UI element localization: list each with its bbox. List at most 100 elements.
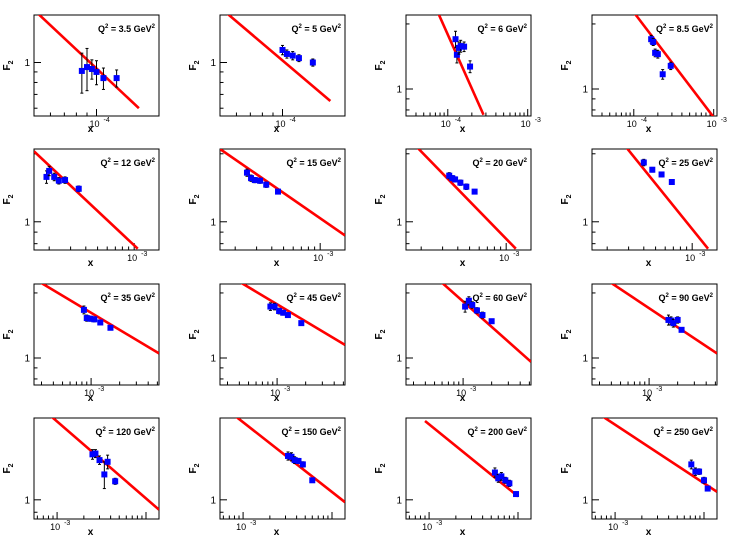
panel-8: 1 10 -3 x F2 Q2 = 35 GeV2 [2, 283, 160, 404]
data-point [479, 312, 486, 319]
data-point [96, 457, 103, 464]
panel-15: 1 10 -3 x F2 Q2 = 250 GeV2 [560, 417, 718, 537]
data-point [696, 468, 703, 475]
q2-label: Q2 = 12 GeV2 [101, 158, 156, 168]
data-point [83, 64, 90, 71]
fit-line [416, 149, 517, 250]
x-tick-exponent: -3 [284, 386, 290, 393]
plot-frame [219, 417, 346, 520]
q2-label: Q2 = 200 GeV2 [468, 427, 528, 437]
plot-frame [405, 417, 532, 520]
data-point [288, 453, 295, 460]
plot-frame [405, 148, 532, 251]
fit-line [220, 149, 345, 237]
y-tick-label: 1 [582, 495, 588, 506]
y-tick-label: 1 [210, 217, 216, 228]
data-point [267, 303, 274, 310]
x-tick-exponent: -3 [622, 520, 628, 527]
data-point [295, 457, 302, 464]
x-tick-label: 10 [313, 253, 323, 263]
x-tick-label: 10 [441, 119, 451, 129]
x-tick-exponent: -3 [721, 117, 727, 124]
x-tick-label: 10 [275, 119, 285, 129]
panel-0: 1 10 -4 x F2 Q2 = 3.5 GeV2 [2, 14, 160, 135]
data-point [97, 319, 104, 326]
data-point [453, 51, 460, 58]
data-point [491, 469, 498, 476]
data-point [251, 177, 258, 184]
data-point [283, 50, 290, 57]
data-point [280, 309, 287, 316]
q2-label: Q2 = 250 GeV2 [654, 427, 714, 437]
plot-frame [219, 283, 346, 386]
x-axis-label: x [460, 258, 466, 269]
fit-line [34, 150, 139, 250]
data-point [309, 477, 316, 484]
data-point [495, 475, 502, 482]
x-tick-label: 10 [422, 522, 432, 532]
y-axis-label: F2 [374, 60, 387, 70]
x-tick-exponent: -4 [455, 117, 461, 124]
plot-frame [33, 148, 160, 251]
data-point [291, 457, 298, 464]
x-tick-label: 10 [127, 253, 137, 263]
data-point [276, 308, 283, 315]
y-axis-label: F2 [560, 463, 573, 473]
panel-2: 1 10 -4 10 -3 x F2 Q2 = 6 GeV2 [374, 14, 541, 135]
data-point [271, 303, 278, 310]
q2-label: Q2 = 20 GeV2 [473, 158, 528, 168]
x-axis-label: x [460, 124, 466, 135]
x-axis-label: x [646, 258, 652, 269]
x-axis-label: x [274, 527, 280, 537]
x-tick-exponent: -3 [141, 251, 147, 258]
panel-12: 1 10 -3 x F2 Q2 = 120 GeV2 [2, 417, 160, 537]
q2-label: Q2 = 120 GeV2 [96, 427, 156, 437]
x-axis-label: x [274, 258, 280, 269]
data-point [113, 75, 120, 82]
data-point [678, 326, 685, 333]
data-point [289, 52, 296, 59]
plot-frame [33, 283, 160, 386]
x-axis-label: x [88, 527, 94, 537]
data-point [463, 183, 470, 190]
y-axis-label: F2 [2, 194, 15, 204]
data-point [506, 480, 513, 487]
y-tick-label: 1 [24, 58, 30, 69]
y-tick-label: 1 [396, 84, 402, 95]
data-point [284, 312, 291, 319]
plot-frame [591, 417, 718, 520]
y-axis-label: F2 [560, 194, 573, 204]
x-tick-exponent: -3 [699, 251, 705, 258]
x-tick-label: 10 [521, 119, 531, 129]
x-tick-exponent: -3 [98, 386, 104, 393]
q2-label: Q2 = 90 GeV2 [659, 293, 714, 303]
y-tick-label: 1 [24, 353, 30, 364]
y-axis-label: F2 [188, 463, 201, 473]
data-point [674, 316, 681, 323]
fit-line [40, 284, 159, 355]
q2-label: Q2 = 45 GeV2 [287, 293, 342, 303]
fit-line [634, 15, 715, 116]
x-tick-exponent: -4 [290, 117, 296, 124]
y-axis-label: F2 [188, 60, 201, 70]
x-tick-exponent: -3 [656, 386, 662, 393]
data-point [650, 39, 657, 46]
x-tick-label: 10 [642, 388, 652, 398]
x-axis-label: x [646, 393, 652, 404]
y-tick-label: 1 [24, 495, 30, 506]
data-point [469, 301, 476, 308]
x-tick-exponent: -3 [535, 117, 541, 124]
x-tick-exponent: -3 [436, 520, 442, 527]
data-point [51, 173, 58, 180]
x-tick-label: 10 [236, 522, 246, 532]
y-axis-label: F2 [374, 194, 387, 204]
panel-6: 1 10 -3 x F2 Q2 = 20 GeV2 [374, 148, 532, 269]
plot-frame [405, 283, 532, 386]
data-point [279, 46, 286, 53]
data-point [658, 171, 665, 178]
data-point [498, 473, 505, 480]
y-tick-label: 1 [210, 353, 216, 364]
data-point [107, 324, 114, 331]
data-point [467, 63, 474, 70]
